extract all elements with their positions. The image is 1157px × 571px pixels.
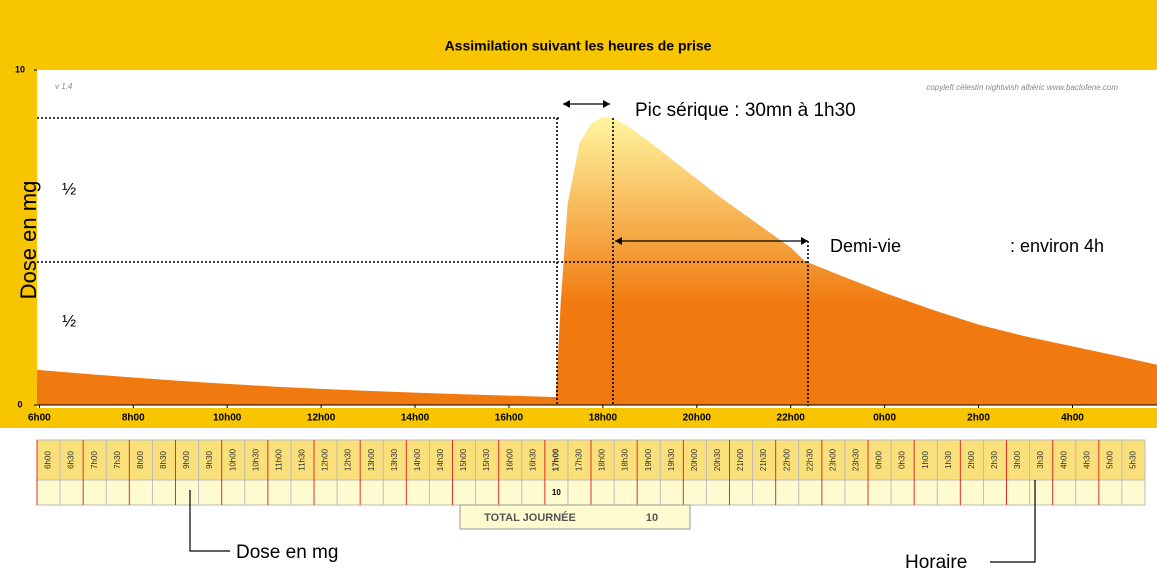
time-cell: 7h30 (113, 451, 122, 469)
time-cell: 18h30 (621, 448, 630, 471)
time-cell: 10h00 (228, 448, 237, 471)
time-cell: 8h30 (159, 451, 168, 469)
time-cell: 4h30 (1082, 451, 1091, 469)
time-cell: 4h00 (1059, 451, 1068, 469)
x-tick-label: 8h00 (122, 413, 145, 424)
time-cell: 2h00 (967, 451, 976, 469)
time-cell: 3h30 (1036, 451, 1045, 469)
x-tick-label: 16h00 (495, 413, 524, 424)
version: v 1.4 (55, 82, 73, 91)
time-cell: 17h30 (575, 448, 584, 471)
peak-note: Pic sérique : 30mn à 1h30 (635, 100, 856, 121)
time-cell: 7h00 (90, 451, 99, 469)
time-cell: 1h00 (921, 451, 930, 469)
time-cell: 19h00 (644, 448, 653, 471)
time-cell: 9h30 (205, 451, 214, 469)
time-cell: 15h30 (482, 448, 491, 471)
time-cell: 15h00 (459, 448, 468, 471)
arrows (563, 100, 808, 245)
time-cell: 18h00 (598, 448, 607, 471)
time-cell: 12h00 (321, 448, 330, 471)
x-tick-label: 22h00 (777, 413, 806, 424)
time-cell: 5h00 (1105, 451, 1114, 469)
time-cell: 21h30 (759, 448, 768, 471)
half-life-value: : environ 4h (1010, 236, 1104, 256)
time-cell: 20h00 (690, 448, 699, 471)
y-tick-label: 10 (15, 64, 25, 74)
area (37, 116, 1157, 406)
time-cell: 16h00 (505, 448, 514, 471)
credit: copyleft célestin nightwish albéric www.… (926, 83, 1118, 92)
time-callout: Horaire (905, 552, 967, 571)
time-cell: 20h30 (713, 448, 722, 471)
chart-title: Assimilation suivant les heures de prise (445, 38, 712, 54)
dose-callout: Dose en mg (236, 542, 338, 563)
time-cell: 0h30 (898, 451, 907, 469)
x-tick-label: 4h00 (1061, 413, 1084, 424)
time-cell: 8h00 (136, 451, 145, 469)
callout-line (189, 490, 230, 552)
time-cell: 9h00 (182, 451, 191, 469)
time-cell: 19h30 (667, 448, 676, 471)
total-value: 10 (646, 512, 658, 524)
half-mark: ½ (62, 179, 76, 198)
x-tick-label: 20h00 (683, 413, 712, 424)
time-cell: 6h00 (44, 451, 53, 469)
time-cell: 1h30 (944, 451, 953, 469)
half-life-note: Demi-vie (830, 236, 901, 256)
time-cell: 22h30 (805, 448, 814, 471)
time-cell: 11h30 (298, 449, 307, 471)
time-cell: 16h30 (528, 448, 537, 471)
time-cell: 12h30 (344, 448, 353, 471)
callout-line (990, 480, 1036, 563)
x-tick-label: 18h00 (589, 413, 618, 424)
time-cell: 22h00 (782, 448, 791, 471)
x-tick-label: 12h00 (307, 413, 336, 424)
time-cell: 17h00 (551, 448, 560, 471)
total-box (459, 504, 691, 530)
time-cell: 5h30 (1129, 451, 1138, 469)
time-cell: 6h30 (67, 451, 76, 469)
time-cell: 11h00 (274, 449, 283, 471)
time-cell: 13h00 (367, 448, 376, 471)
x-tick-label: 6h00 (28, 413, 51, 424)
dose-cell: 10 (552, 488, 561, 497)
guides (37, 117, 809, 406)
time-cell: 0h00 (875, 451, 884, 469)
time-cell: 14h30 (436, 448, 445, 471)
time-cell: 23h00 (828, 448, 837, 471)
time-cell: 23h30 (852, 448, 861, 471)
time-cell: 14h00 (413, 448, 422, 471)
x-tick-label: 0h00 (873, 413, 896, 424)
time-cell: 10h30 (251, 448, 260, 471)
y-tick-label: 0 (17, 399, 22, 409)
time-cell: 3h00 (1013, 451, 1022, 469)
time-cell: 2h30 (990, 451, 999, 469)
time-cell: 13h30 (390, 448, 399, 471)
total-label: TOTAL JOURNÉE (484, 511, 576, 524)
time-cell: 21h00 (736, 448, 745, 471)
x-tick-label: 14h00 (401, 413, 430, 424)
half-mark: ½ (62, 311, 76, 330)
y-axis-label: Dose en mg (16, 181, 41, 300)
x-tick-label: 2h00 (967, 413, 990, 424)
x-tick-label: 10h00 (213, 413, 242, 424)
